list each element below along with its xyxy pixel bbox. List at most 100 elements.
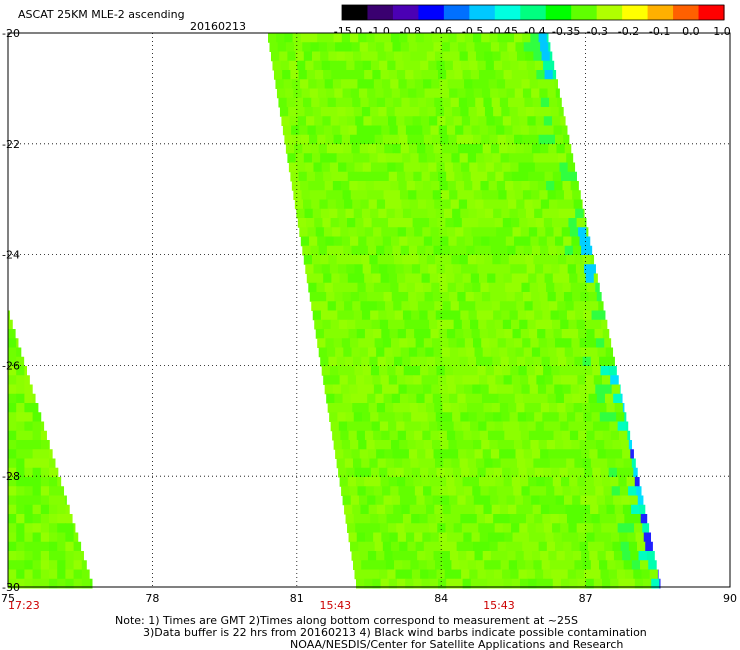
- swath-pixel: [592, 467, 602, 478]
- swath-pixel: [8, 477, 17, 487]
- swath-pixel: [531, 42, 541, 52]
- longitude-tick-label: 75: [1, 592, 15, 605]
- swath-pixel: [391, 495, 401, 506]
- swath-pixel: [388, 477, 398, 487]
- swath-pixel: [57, 578, 66, 589]
- swath-pixel: [570, 282, 580, 293]
- swath-pixel: [524, 97, 534, 108]
- swath-pixel: [400, 551, 410, 561]
- swath-pixel: [560, 421, 569, 432]
- swath-pixel: [511, 116, 520, 126]
- swath-pixel: [601, 421, 610, 432]
- swath-pixel: [562, 282, 572, 293]
- swath-pixel: [385, 255, 395, 265]
- swath-pixel: [8, 319, 13, 330]
- swath-pixel: [580, 292, 590, 302]
- swath-pixel: [494, 116, 504, 126]
- swath-pixel: [385, 458, 395, 469]
- swath-pixel: [399, 338, 408, 348]
- swath-pixel: [395, 162, 405, 173]
- swath-pixel: [404, 523, 414, 533]
- swath-pixel: [24, 523, 34, 533]
- swath-pixel: [456, 338, 466, 348]
- swath-pixel: [332, 125, 341, 136]
- swath-pixel: [508, 560, 518, 570]
- swath-pixel: [391, 190, 401, 200]
- swath-pixel: [649, 569, 659, 580]
- swath-pixel: [399, 292, 409, 302]
- swath-pixel: [547, 495, 557, 506]
- swath-pixel: [40, 523, 50, 533]
- swath-pixel: [389, 125, 399, 136]
- swath-pixel: [584, 319, 594, 330]
- swath-pixel: [538, 541, 548, 552]
- swath-pixel: [465, 495, 475, 506]
- swath-pixel: [16, 477, 25, 487]
- swath-pixel: [527, 319, 537, 330]
- swath-pixel: [24, 403, 34, 413]
- swath-pixel: [295, 51, 305, 62]
- swath-pixel: [531, 495, 540, 506]
- swath-pixel: [418, 153, 428, 163]
- swath-pixel: [40, 514, 50, 524]
- swath-pixel: [496, 79, 506, 89]
- swath-pixel: [566, 560, 575, 570]
- swath-pixel: [338, 218, 348, 228]
- swath-pixel: [578, 227, 587, 237]
- swath-pixel: [518, 467, 528, 478]
- swath-pixel: [411, 208, 420, 219]
- swath-pixel: [289, 116, 299, 126]
- swath-pixel: [440, 236, 449, 247]
- swath-pixel: [364, 171, 373, 182]
- swath-pixel: [593, 375, 603, 385]
- swath-pixel: [326, 144, 336, 154]
- swath-pixel: [344, 403, 353, 413]
- swath-pixel: [339, 70, 349, 80]
- swath-pixel: [529, 181, 539, 191]
- swath-pixel: [552, 70, 557, 80]
- swath-pixel: [440, 541, 449, 552]
- swath-pixel: [564, 347, 574, 358]
- swath-pixel: [515, 42, 525, 52]
- swath-pixel: [584, 218, 587, 228]
- swath-pixel: [384, 347, 394, 358]
- swath-pixel: [442, 199, 452, 210]
- swath-pixel: [65, 495, 67, 506]
- swath-pixel: [379, 162, 388, 173]
- swath-pixel: [299, 125, 309, 136]
- swath-pixel: [524, 301, 534, 311]
- swath-pixel: [555, 495, 565, 506]
- swath-pixel: [370, 107, 379, 117]
- swath-pixel: [599, 560, 608, 570]
- swath-pixel: [498, 292, 508, 302]
- swath-pixel: [455, 79, 465, 89]
- swath-pixel: [505, 486, 514, 496]
- swath-pixel: [313, 264, 323, 274]
- swath-pixel: [338, 319, 348, 330]
- swath-pixel: [341, 440, 351, 450]
- swath-pixel: [578, 532, 587, 543]
- swath-pixel: [382, 33, 392, 43]
- swath-pixel: [474, 42, 484, 52]
- swath-pixel: [513, 79, 522, 89]
- swath-pixel: [295, 153, 305, 163]
- swath-pixel: [454, 375, 464, 385]
- swath-pixel: [496, 329, 505, 339]
- swath-pixel: [572, 449, 582, 459]
- swath-pixel: [445, 319, 455, 330]
- swath-pixel: [562, 486, 572, 496]
- swath-pixel: [596, 292, 602, 302]
- swath-pixel: [477, 162, 487, 173]
- swath-pixel: [489, 134, 499, 145]
- swath-pixel: [351, 449, 361, 459]
- swath-pixel: [515, 245, 525, 256]
- swath-pixel: [503, 70, 513, 80]
- swath-pixel: [551, 569, 561, 580]
- swath-pixel: [449, 144, 459, 154]
- swath-pixel: [516, 153, 526, 163]
- swath-pixel: [554, 181, 563, 191]
- swath-pixel: [32, 495, 42, 506]
- swath-pixel: [323, 70, 332, 80]
- swath-pixel: [479, 430, 489, 441]
- swath-pixel: [367, 144, 377, 154]
